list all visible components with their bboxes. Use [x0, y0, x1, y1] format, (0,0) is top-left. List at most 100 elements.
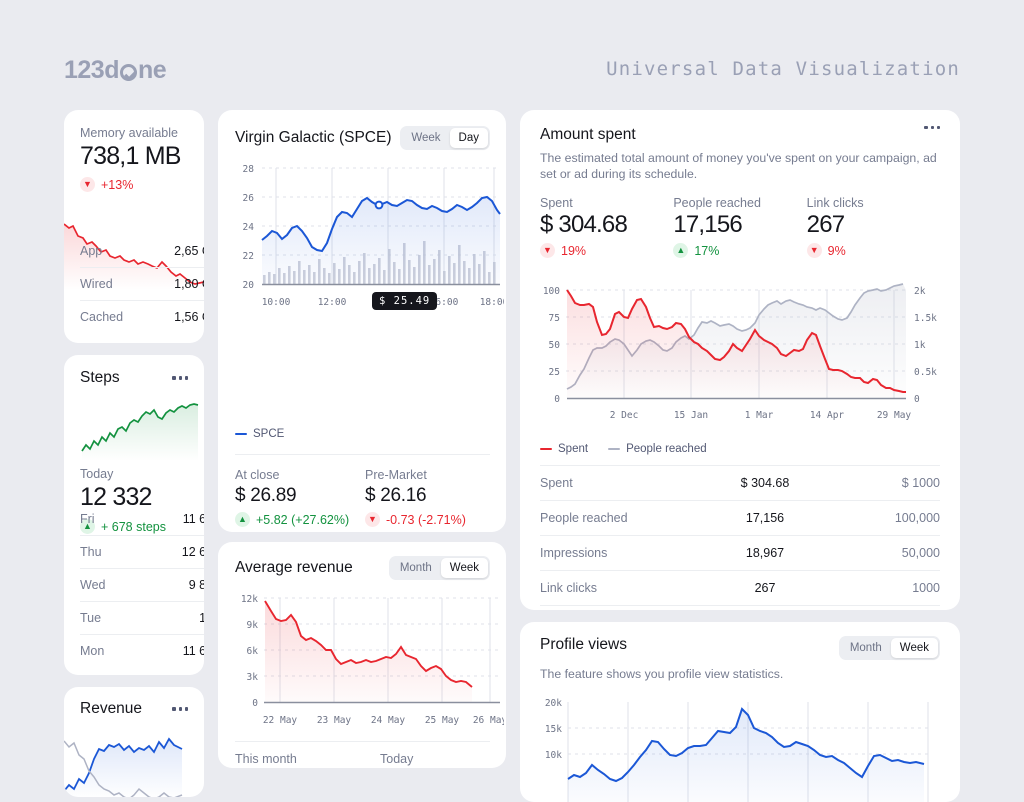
arrow-up-icon: ▲	[673, 243, 689, 258]
premarket-label: Pre-Market	[365, 468, 427, 482]
legend-label: SPCE	[253, 428, 285, 440]
row-target: 100,000	[894, 511, 940, 525]
premarket-stat: Pre-Market $ 26.16 ▼ -0.73 (-2.71%)	[365, 468, 466, 527]
spce-title: Virgin Galactic (SPCE)	[235, 129, 392, 146]
memory-delta: ▼ +13%	[80, 177, 188, 192]
row-key: Cached	[80, 310, 124, 324]
at-close-delta-value: +5.82 (+27.62%)	[256, 512, 350, 527]
steps-value: 12 332	[80, 483, 152, 511]
memory-rows: App 2,65 GB Wired 1,80 GB Cached 1,56 GB	[80, 235, 204, 333]
table-row: People reached 17,156 100,000	[540, 500, 940, 535]
svg-text:26 May: 26 May	[473, 715, 504, 726]
table-row: Tue 123	[80, 601, 204, 634]
kpi-delta: ▼ 19%	[540, 243, 673, 258]
svg-text:10:00: 10:00	[262, 297, 291, 308]
steps-sparkline-chart	[81, 403, 199, 461]
toggle-option-month[interactable]: Month	[399, 562, 432, 574]
svg-text:2k: 2k	[914, 286, 926, 297]
steps-delta-value: + 678 steps	[101, 519, 166, 534]
table-row: Mon 11 678	[80, 634, 204, 667]
steps-title: Steps	[80, 369, 120, 386]
logo-text-prefix: 123d	[64, 56, 119, 84]
row-value: 1,80 GB	[174, 277, 204, 291]
svg-text:0: 0	[554, 394, 560, 405]
app-logo[interactable]: 123d ne	[64, 56, 167, 85]
table-row: Spent $ 304.68 $ 1000	[540, 465, 940, 500]
profile-views-title: Profile views	[540, 636, 627, 653]
row-value: 17,156	[745, 511, 785, 525]
row-key: Wired	[80, 277, 113, 291]
row-key: Tue	[80, 611, 102, 625]
kpi-delta: ▲ 17%	[673, 243, 806, 258]
row-value: 9 893	[188, 578, 204, 592]
table-row: Post reaction95300	[540, 605, 940, 610]
at-close-stat: At close $ 26.89 ▲ +5.82 (+27.62%)	[235, 468, 365, 527]
svg-text:22: 22	[243, 251, 254, 262]
amount-spent-title: Amount spent	[540, 126, 636, 143]
profile-views-description: The feature shows you profile view stati…	[540, 667, 784, 681]
row-value: 2,65 GB	[174, 244, 204, 258]
revenue-sparkline-chart	[64, 737, 183, 797]
svg-text:20k: 20k	[545, 698, 562, 709]
row-value: 12 678	[181, 545, 204, 559]
svg-text:15 Jan: 15 Jan	[674, 410, 708, 421]
arrow-down-icon: ▼	[806, 243, 822, 258]
kpi-label: People reached	[673, 196, 761, 210]
amount-spent-chart: 100 75 50 25 0 2k 1.5k 1k 0.5k 0 2 Dec 1…	[543, 283, 937, 421]
row-value: $ 304.68	[740, 476, 790, 490]
legend-item-spce: SPCE	[235, 428, 284, 440]
toggle-option-day[interactable]: Day	[449, 128, 488, 148]
avg-revenue-range-toggle[interactable]: Month Week	[388, 556, 490, 580]
svg-text:0: 0	[252, 698, 258, 709]
table-row: App 2,65 GB	[80, 235, 204, 267]
table-row: Thu 12 678	[80, 535, 204, 568]
legend-line-icon	[235, 433, 247, 435]
svg-text:24: 24	[243, 222, 255, 233]
svg-text:50: 50	[549, 340, 561, 351]
profile-views-range-toggle[interactable]: Month Week	[838, 636, 940, 660]
row-key: Thu	[80, 545, 102, 559]
spce-range-toggle[interactable]: Week Day	[400, 126, 490, 150]
amount-spent-more-options-button[interactable]	[924, 126, 940, 130]
memory-value: 738,1 MB	[80, 142, 181, 170]
revenue-card: Revenue	[64, 687, 204, 797]
steps-more-options-button[interactable]	[172, 376, 188, 380]
svg-text:100: 100	[543, 286, 560, 297]
page-header: 123d ne Universal Data Visualization	[0, 0, 1024, 110]
svg-text:24 May: 24 May	[371, 715, 406, 726]
row-key: Fri	[80, 512, 95, 526]
toggle-option-month[interactable]: Month	[849, 642, 882, 654]
table-row: Impressions 18,967 50,000	[540, 535, 940, 570]
svg-text:18:00: 18:00	[480, 297, 504, 308]
svg-text:25 May: 25 May	[425, 715, 460, 726]
arrow-up-icon: ▲	[235, 512, 250, 527]
legend-item-people-reached: People reached	[608, 443, 707, 455]
kpi-delta-value: 9%	[827, 243, 846, 258]
svg-text:15k: 15k	[545, 724, 562, 735]
spce-price-chart: 28 26 24 22 20	[243, 164, 504, 308]
memory-delta-value: +13%	[101, 177, 134, 192]
legend-line-icon	[540, 448, 552, 450]
row-metric: Spent	[540, 476, 573, 490]
arrow-down-icon: ▼	[80, 177, 95, 192]
legend-item-spent: Spent	[540, 443, 588, 455]
amount-spent-table: Spent $ 304.68 $ 1000 People reached 17,156…	[540, 465, 940, 610]
toggle-option-week[interactable]: Week	[440, 558, 488, 578]
kpi-label: Link clicks	[806, 196, 864, 210]
svg-text:28: 28	[243, 164, 255, 175]
toggle-option-week[interactable]: Week	[411, 132, 441, 144]
revenue-more-options-button[interactable]	[172, 707, 188, 711]
svg-text:9k: 9k	[247, 620, 259, 631]
avg-revenue-title: Average revenue	[235, 559, 353, 576]
avg-revenue-chart: 12k 9k 6k 3k 0 22 May 23 May 24 May 25 M…	[241, 594, 504, 726]
toggle-option-week[interactable]: Week	[890, 638, 938, 658]
kpi-label: Spent	[540, 196, 573, 210]
legend-label: People reached	[626, 443, 707, 455]
row-value: 267	[754, 581, 776, 595]
kpi-spent: Spent $ 304.68 ▼ 19%	[540, 196, 673, 258]
at-close-delta: ▲ +5.82 (+27.62%)	[235, 512, 365, 527]
table-row: Wed 9 893	[80, 568, 204, 601]
row-value: 18,967	[745, 546, 785, 560]
steps-rows: Fri 11 654 Thu 12 678 Wed 9 893 Tue 123 Mon 1…	[80, 503, 204, 667]
svg-text:23 May: 23 May	[317, 715, 352, 726]
